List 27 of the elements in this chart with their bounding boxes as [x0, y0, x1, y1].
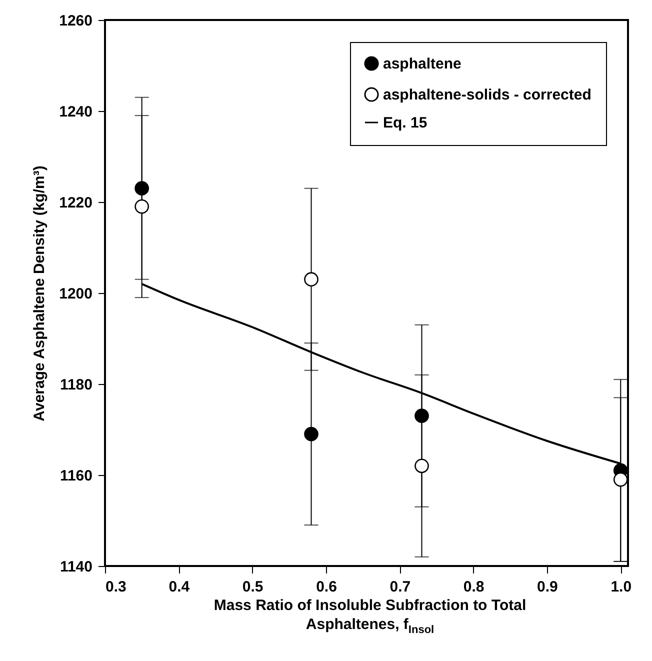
x-tick-label: 0.4: [168, 578, 190, 596]
x-tick-label: 0.6: [316, 578, 337, 596]
y-tick-label: 1220: [59, 194, 92, 212]
point: [414, 408, 429, 424]
x-tick-label: 0.9: [537, 578, 558, 596]
y-tick-label: 1240: [59, 104, 92, 120]
x-tick-label: 0.8: [463, 578, 484, 596]
x-tick-label: 0.5: [242, 578, 264, 596]
point: [304, 426, 318, 442]
x-axis-title: Mass Ratio of Insoluble Subfraction to Total Asphaltenes, f$_{Insol}$: [212, 596, 528, 638]
point: [613, 472, 628, 487]
point: [304, 272, 318, 287]
y-tick-label: 1260: [59, 12, 92, 30]
point: [134, 199, 149, 214]
y-tick-label: 1200: [59, 286, 92, 302]
y-axis-title: Average Asphaltene Density (kg/m³): [31, 166, 48, 422]
y-tick-label: 1160: [60, 468, 92, 484]
x-tick-label: 0.7: [390, 578, 411, 596]
y-tick-label: 1180: [60, 376, 92, 394]
point: [414, 458, 429, 474]
legend-label: asphaltene: [383, 56, 462, 72]
legend-label: Eq. 15: [383, 114, 428, 132]
legend-label: asphaltene-solids - corrected: [383, 86, 592, 104]
y-tick-label: 1140: [60, 558, 92, 576]
x-tick-label: 1.0: [610, 578, 632, 596]
point: [134, 181, 149, 196]
x-tick-label: 0.3: [106, 578, 126, 596]
